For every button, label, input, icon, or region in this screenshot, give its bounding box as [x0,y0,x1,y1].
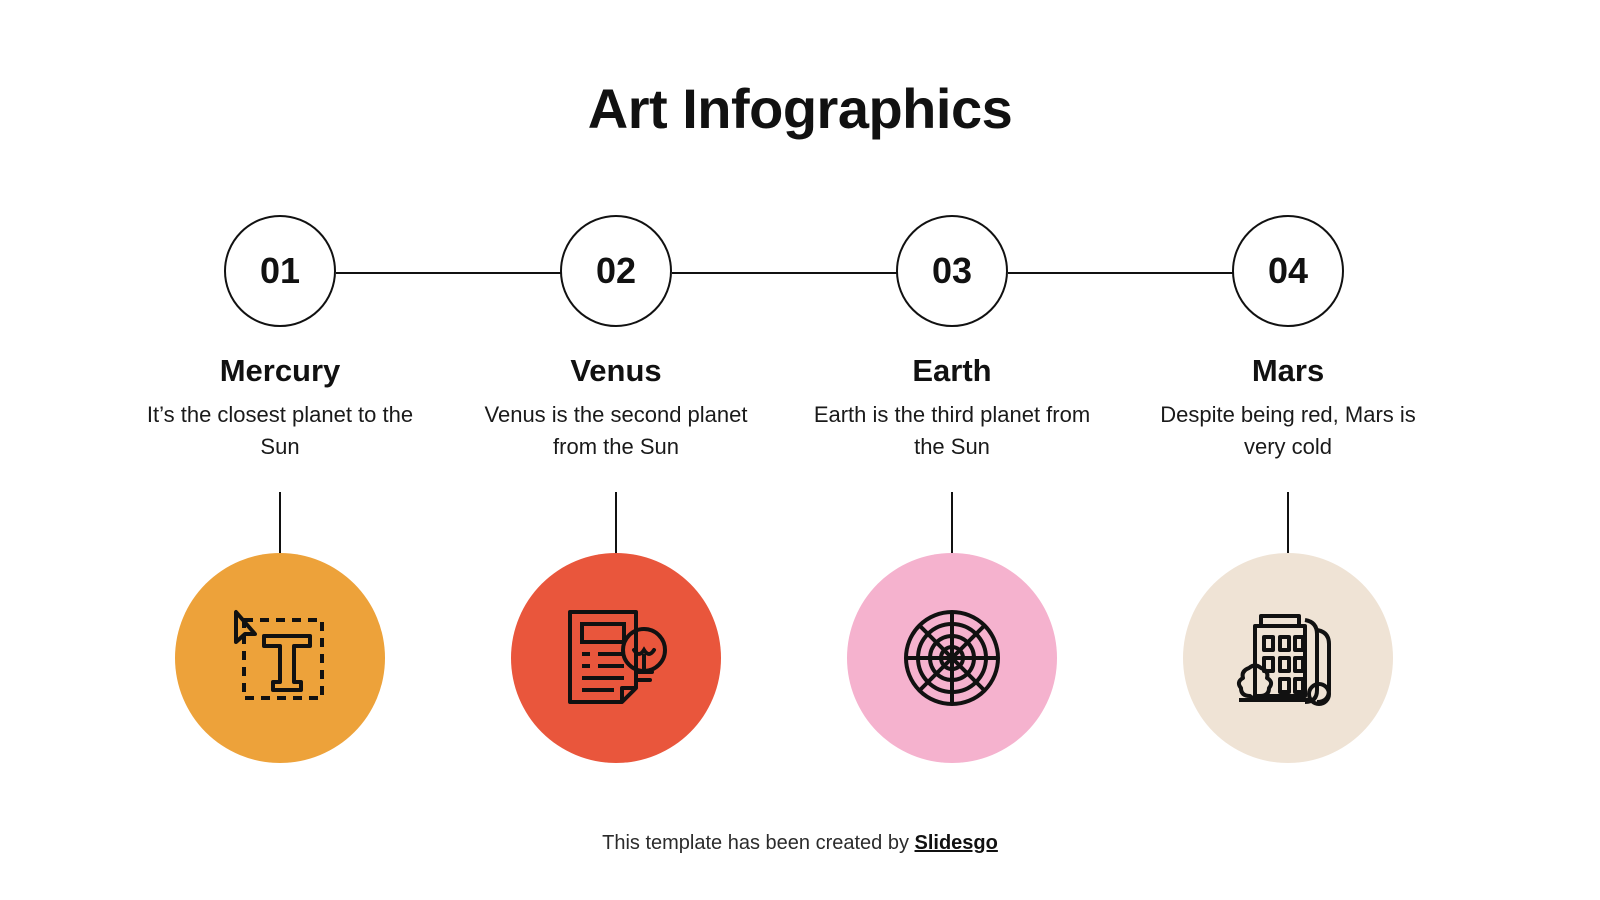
slidesgo-link[interactable]: Slidesgo [914,832,998,854]
step-circle-01[interactable]: 01 [224,215,336,327]
step-heading-04: Mars [1251,353,1325,388]
step-heading-01: Mercury [219,353,341,388]
document-idea-icon [562,606,670,710]
stem-line-03 [951,492,953,570]
step-heading-03: Earth [912,353,992,388]
connector-line-3-4 [1008,272,1236,274]
icon-bubble-01[interactable] [175,553,385,763]
step-body-03: Earth is the third planet from the Sun [813,401,1091,459]
connector-line-2-3 [672,272,900,274]
step-heading-02: Venus [570,353,662,388]
step-text-01: Mercury It’s the closest planet to the S… [130,352,430,463]
step-text-02: Venus Venus is the second planet from th… [466,352,766,463]
step-circle-04[interactable]: 04 [1232,215,1344,327]
icon-bubble-03[interactable] [847,553,1057,763]
step-number-02: 02 [595,250,637,291]
stem-line-02 [615,492,617,570]
step-body-01: It’s the closest planet to the Sun [146,401,414,459]
icon-bubble-02[interactable] [511,553,721,763]
step-track: 01 02 03 04 [0,215,1600,330]
footer-credit: This template has been created by Slides… [0,832,1600,855]
step-number-04: 04 [1267,250,1309,291]
step-body-04: Despite being red, Mars is very cold [1160,401,1416,459]
architecture-icon [1233,606,1343,710]
stem-line-01 [279,492,281,570]
text-tool-icon [228,606,332,710]
step-text-04: Mars Despite being red, Mars is very col… [1138,352,1438,463]
step-circle-02[interactable]: 02 [560,215,672,327]
page-title: Art Infographics [587,77,1013,140]
step-body-02: Venus is the second planet from the Sun [484,401,748,459]
step-text-03: Earth Earth is the third planet from the… [802,352,1102,463]
icon-bubble-04[interactable] [1183,553,1393,763]
footer-prefix: This template has been created by [602,832,915,854]
step-circle-03[interactable]: 03 [896,215,1008,327]
stem-line-04 [1287,492,1289,570]
step-text-columns: Mercury It’s the closest planet to the S… [0,352,1600,492]
step-number-01: 01 [259,250,301,291]
step-number-03: 03 [931,250,973,291]
connector-line-1-2 [336,272,564,274]
radial-web-icon [900,606,1004,710]
